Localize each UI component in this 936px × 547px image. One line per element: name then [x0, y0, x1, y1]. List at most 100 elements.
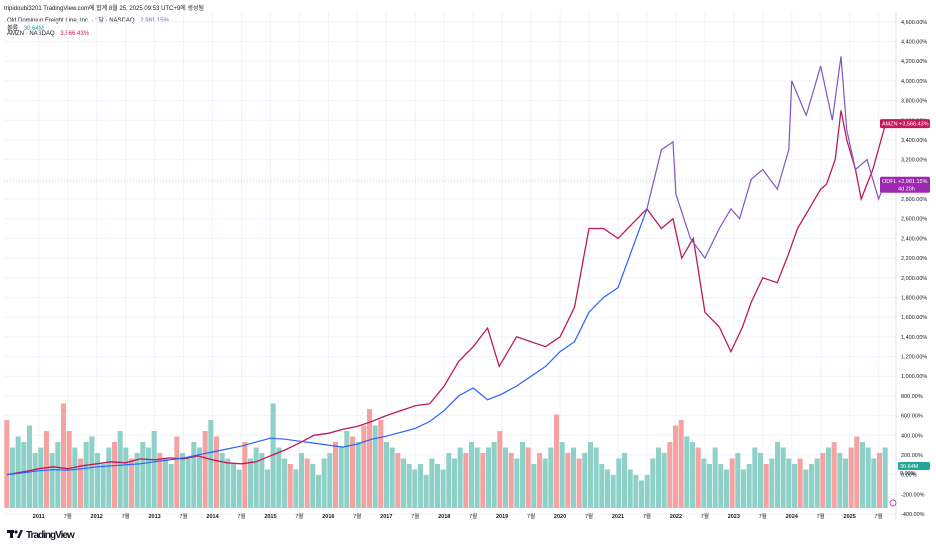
volume-bar [276, 447, 282, 508]
legend-item-amzn[interactable]: AMZN · NASDAQ 3,566.43% [7, 31, 89, 37]
volume-bar [457, 447, 463, 508]
y-tick-label: 4,400.00% [901, 40, 927, 46]
volume-bar [366, 409, 373, 508]
y-tick-label: 200.00% [901, 453, 923, 459]
volume-bar [21, 442, 27, 508]
y-tick-label: -400.00% [901, 512, 925, 518]
volume-bar [689, 442, 696, 508]
volume-bar [111, 442, 118, 508]
volume-bar [633, 475, 639, 508]
volume-bar [145, 447, 152, 508]
volume-bar [344, 431, 350, 508]
volume-bar [298, 453, 305, 508]
volume-bar [219, 453, 225, 508]
volume-bar [338, 447, 344, 508]
x-tick-label: 2020 [554, 514, 566, 520]
x-tick-label: 2021 [612, 514, 624, 520]
volume-bar [230, 464, 237, 508]
legend-value: 3,566.43% [60, 31, 90, 37]
amzn-price-tag [880, 119, 930, 129]
volume-bar [349, 436, 356, 508]
x-tick-label: 2016 [322, 514, 334, 520]
y-tick-label: 0.00% [901, 473, 917, 479]
volume-bar [837, 453, 843, 508]
legend-label: Old Dominion Freight Line, Inc. · 1달 · N… [7, 18, 135, 24]
volume-bar [213, 436, 220, 508]
volume-bar [270, 403, 276, 508]
x-tick-label: 2018 [438, 514, 450, 520]
volume-bar [162, 458, 169, 508]
volume-tag [898, 462, 930, 470]
x-tick-label: 7월 [817, 512, 825, 520]
y-tick-label: 4,600.00% [901, 20, 927, 26]
volume-bar [746, 464, 752, 508]
x-tick-label: 7월 [179, 512, 187, 520]
volume-bar [106, 447, 112, 508]
volume-bar [77, 458, 84, 508]
volume-bar [474, 447, 480, 508]
volume-bar [525, 447, 531, 508]
volume-bar [650, 458, 656, 508]
volume-bar [378, 420, 384, 508]
volume-tag-label: 30.64M [900, 464, 919, 470]
y-tick-label: 1,800.00% [901, 295, 927, 301]
volume-bar [820, 453, 826, 508]
volume-bar [123, 447, 129, 508]
x-tick-label: 7월 [875, 512, 883, 520]
tradingview-footer[interactable]: TradingView [7, 529, 75, 542]
amzn-tag-label: AMZN +3,566.43% [882, 122, 929, 128]
volume-bar [570, 447, 577, 508]
volume-bar [531, 464, 537, 508]
volume-bar [168, 464, 174, 508]
volume-bar [519, 442, 526, 508]
volume-bar [395, 453, 401, 508]
volume-bar [825, 447, 832, 508]
volume-bar [480, 453, 486, 508]
volume-bar [389, 447, 395, 508]
volume-bar [548, 447, 554, 508]
y-tick-label: 3,200.00% [901, 158, 927, 164]
alert-icon [889, 499, 897, 507]
volume-bar [117, 431, 123, 508]
volume-bar [242, 442, 248, 508]
y-tick-label: 3,400.00% [901, 138, 927, 144]
volume-bar [514, 458, 520, 508]
volume-bar [865, 447, 871, 508]
y-tick-label: 4,200.00% [901, 59, 927, 65]
volume-bar [871, 458, 877, 508]
x-tick-label: 2012 [91, 514, 103, 520]
volume-bar [157, 453, 163, 508]
volume-bar [786, 458, 792, 508]
x-tick-label: 7월 [643, 512, 651, 520]
y-tick-label: 800.00% [901, 394, 923, 400]
volume-bar [740, 469, 747, 508]
volume-bar [463, 453, 469, 508]
x-tick-label: 2019 [496, 514, 508, 520]
volume-bar [304, 458, 310, 508]
volume-bar [361, 425, 367, 508]
volume-bar [769, 458, 775, 508]
volume-bar [83, 442, 89, 508]
volume-bar [174, 436, 180, 508]
volume-bar [372, 425, 378, 508]
volume-bar [610, 475, 616, 508]
x-tick-label: 2024 [786, 514, 799, 520]
volume-bar [604, 469, 611, 508]
volume-bar [497, 431, 503, 508]
legend-item-volume[interactable]: 볼륨 30.64M [7, 23, 44, 32]
volume-bar [468, 442, 475, 508]
volume-bar [485, 447, 492, 508]
volume-bar [502, 447, 509, 508]
volume-bar [735, 453, 741, 508]
volume-bar [383, 442, 390, 508]
volume-bar [355, 442, 361, 508]
volume-bar [621, 453, 628, 508]
x-tick-label: 2022 [670, 514, 682, 520]
volume-bar [712, 447, 718, 508]
legend-value: 30.64M [23, 26, 44, 32]
x-tick-label: 2011 [33, 514, 45, 520]
odfl-line-early [6, 208, 648, 476]
volume-bar [814, 458, 820, 508]
volume-bar [49, 453, 55, 508]
